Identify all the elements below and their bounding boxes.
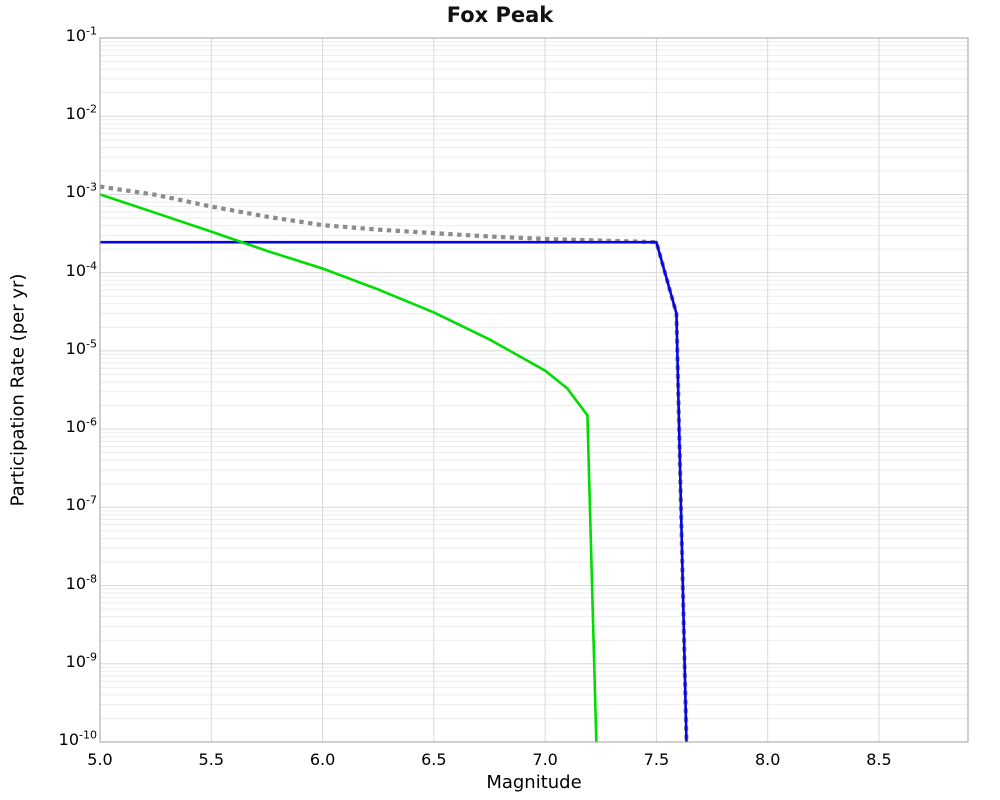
y-tick-label: 10-8: [65, 572, 97, 593]
x-tick-label: 7.5: [643, 750, 670, 769]
y-tick-label: 10-3: [65, 181, 97, 202]
x-axis-label: Magnitude: [486, 772, 582, 793]
x-tick-label: 6.0: [309, 750, 336, 769]
series-gray-dotted: [100, 184, 689, 742]
y-tick-label: 10-4: [65, 259, 97, 280]
series-blue-solid: [100, 240, 688, 742]
y-tick-label: 10-5: [65, 337, 97, 358]
y-axis-label: Participation Rate (per yr): [7, 273, 29, 507]
x-tick-label: 6.5: [421, 750, 447, 769]
y-tick-label: 10-2: [65, 102, 97, 124]
x-tick-label: 5.5: [198, 750, 224, 769]
plot-frame: [99, 37, 969, 743]
y-tick-label: 10-10: [58, 728, 97, 749]
x-tick-label: 8.5: [866, 750, 892, 769]
x-tick-label: 8.0: [754, 750, 781, 769]
chart-title: Fox Peak: [446, 3, 554, 27]
series-green-solid: [100, 193, 598, 742]
y-tick-label: 10-1: [65, 24, 97, 45]
y-tick-label: 10-9: [65, 650, 97, 671]
x-tick-label: 7.0: [532, 750, 558, 769]
x-tick-label: 5.0: [87, 750, 113, 769]
y-tick-label: 10-7: [65, 494, 97, 515]
y-tick-label: 10-6: [65, 415, 97, 437]
